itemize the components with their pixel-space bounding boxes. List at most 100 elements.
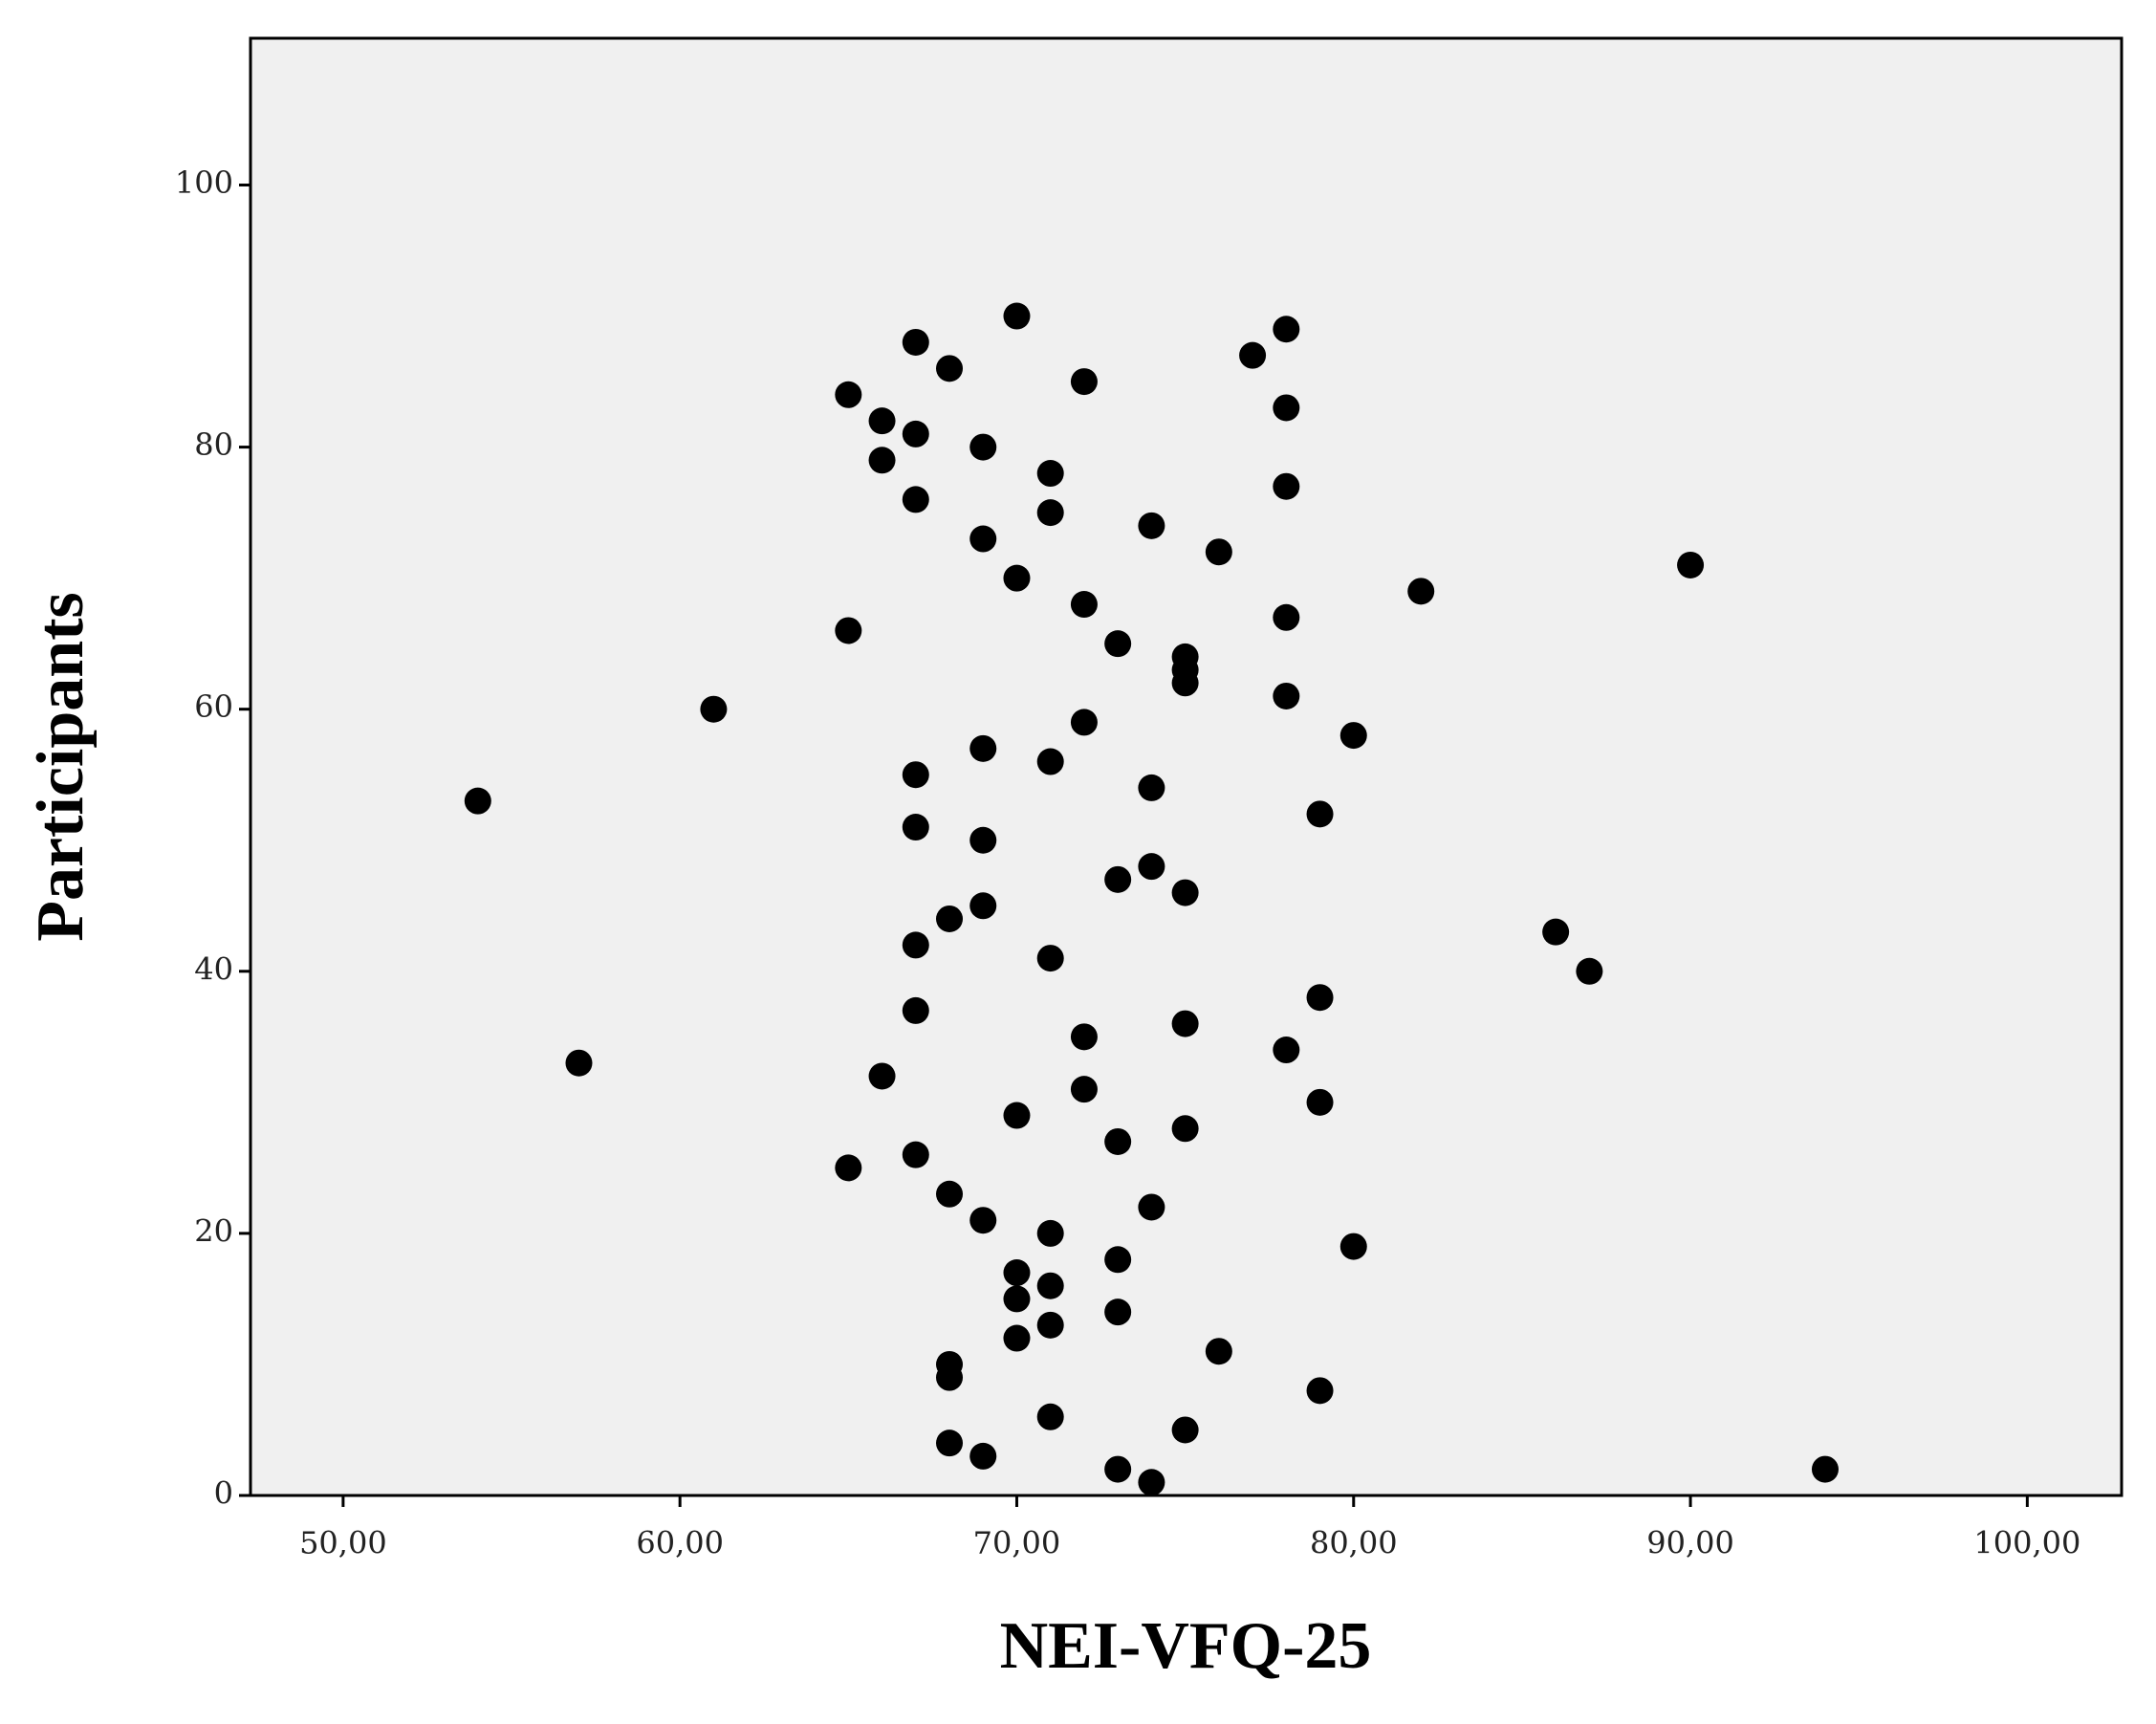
plot-area	[249, 36, 2123, 1497]
point	[936, 1364, 964, 1391]
y-tick-label: 20	[194, 1212, 233, 1249]
point	[1205, 1338, 1232, 1365]
point	[1811, 1455, 1839, 1483]
point	[1138, 1469, 1165, 1496]
point	[1576, 957, 1603, 985]
point	[1070, 591, 1098, 619]
point	[969, 892, 997, 920]
point	[1036, 1403, 1064, 1430]
point	[936, 1429, 964, 1457]
point	[902, 486, 929, 513]
point	[1036, 1272, 1064, 1299]
point	[835, 1154, 862, 1182]
point	[1138, 774, 1165, 801]
point	[902, 814, 929, 841]
point	[1138, 853, 1165, 881]
point	[902, 420, 929, 447]
point	[1003, 1324, 1031, 1352]
point	[1306, 984, 1334, 1012]
point	[1003, 1259, 1031, 1287]
point	[1104, 630, 1132, 658]
point	[1677, 551, 1705, 578]
point	[868, 447, 896, 474]
point	[936, 1180, 964, 1208]
point	[1104, 1246, 1132, 1274]
point	[1171, 1416, 1199, 1444]
point	[969, 1207, 997, 1234]
point	[700, 695, 728, 723]
point	[1273, 682, 1300, 709]
x-tick-label: 50,00	[299, 1525, 387, 1561]
point	[1003, 1285, 1031, 1313]
point	[868, 407, 896, 435]
point	[1003, 302, 1031, 330]
point	[1104, 1298, 1132, 1326]
point	[1171, 879, 1199, 906]
point	[902, 996, 929, 1024]
x-axis-title: NEI-VFQ-25	[1000, 1609, 1372, 1683]
y-tick-label: 100	[175, 164, 233, 201]
point	[1339, 1233, 1367, 1260]
point	[1273, 472, 1300, 500]
x-tick-label: 70,00	[973, 1525, 1061, 1561]
point	[902, 761, 929, 789]
x-tick-label: 80,00	[1310, 1525, 1398, 1561]
point	[1171, 1010, 1199, 1037]
point	[1171, 669, 1199, 697]
x-tick-label: 90,00	[1646, 1525, 1734, 1561]
point	[1273, 603, 1300, 631]
point	[902, 931, 929, 959]
point	[835, 381, 862, 408]
point	[1407, 578, 1435, 605]
point	[1104, 865, 1132, 893]
point	[1273, 316, 1300, 343]
point	[1036, 460, 1064, 488]
point	[868, 1062, 896, 1090]
point	[1003, 564, 1031, 592]
point	[1070, 368, 1098, 396]
point	[969, 734, 997, 762]
point	[1104, 1127, 1132, 1155]
point	[1273, 394, 1300, 422]
point	[1036, 748, 1064, 775]
point	[464, 787, 491, 815]
point	[1070, 709, 1098, 736]
point	[969, 433, 997, 461]
point	[565, 1049, 593, 1077]
point	[1542, 918, 1570, 946]
point	[1306, 1088, 1334, 1116]
point	[1339, 722, 1367, 750]
point	[835, 617, 862, 644]
point	[1138, 1193, 1165, 1221]
point	[1036, 1311, 1064, 1339]
point	[902, 1141, 929, 1168]
point	[936, 905, 964, 932]
y-tick-label: 0	[214, 1475, 233, 1512]
point	[1104, 1455, 1132, 1483]
x-tick-label: 60,00	[636, 1525, 724, 1561]
y-tick-label: 40	[194, 950, 233, 987]
point	[1003, 1102, 1031, 1129]
point	[1138, 512, 1165, 539]
point	[1070, 1023, 1098, 1051]
y-axis-title: Participants	[24, 592, 98, 942]
y-tick-label: 80	[194, 426, 233, 463]
point	[1306, 800, 1334, 828]
point	[1273, 1037, 1300, 1064]
point	[1036, 499, 1064, 527]
point	[969, 826, 997, 854]
point	[969, 525, 997, 553]
point	[1070, 1076, 1098, 1103]
point	[936, 355, 964, 382]
y-tick-label: 60	[194, 688, 233, 725]
point	[1239, 341, 1267, 369]
point	[902, 328, 929, 356]
x-tick-label: 100,00	[1973, 1525, 2080, 1561]
point	[1036, 1219, 1064, 1247]
point	[969, 1442, 997, 1470]
point	[1171, 1115, 1199, 1143]
point	[1205, 538, 1232, 566]
point	[1036, 945, 1064, 972]
